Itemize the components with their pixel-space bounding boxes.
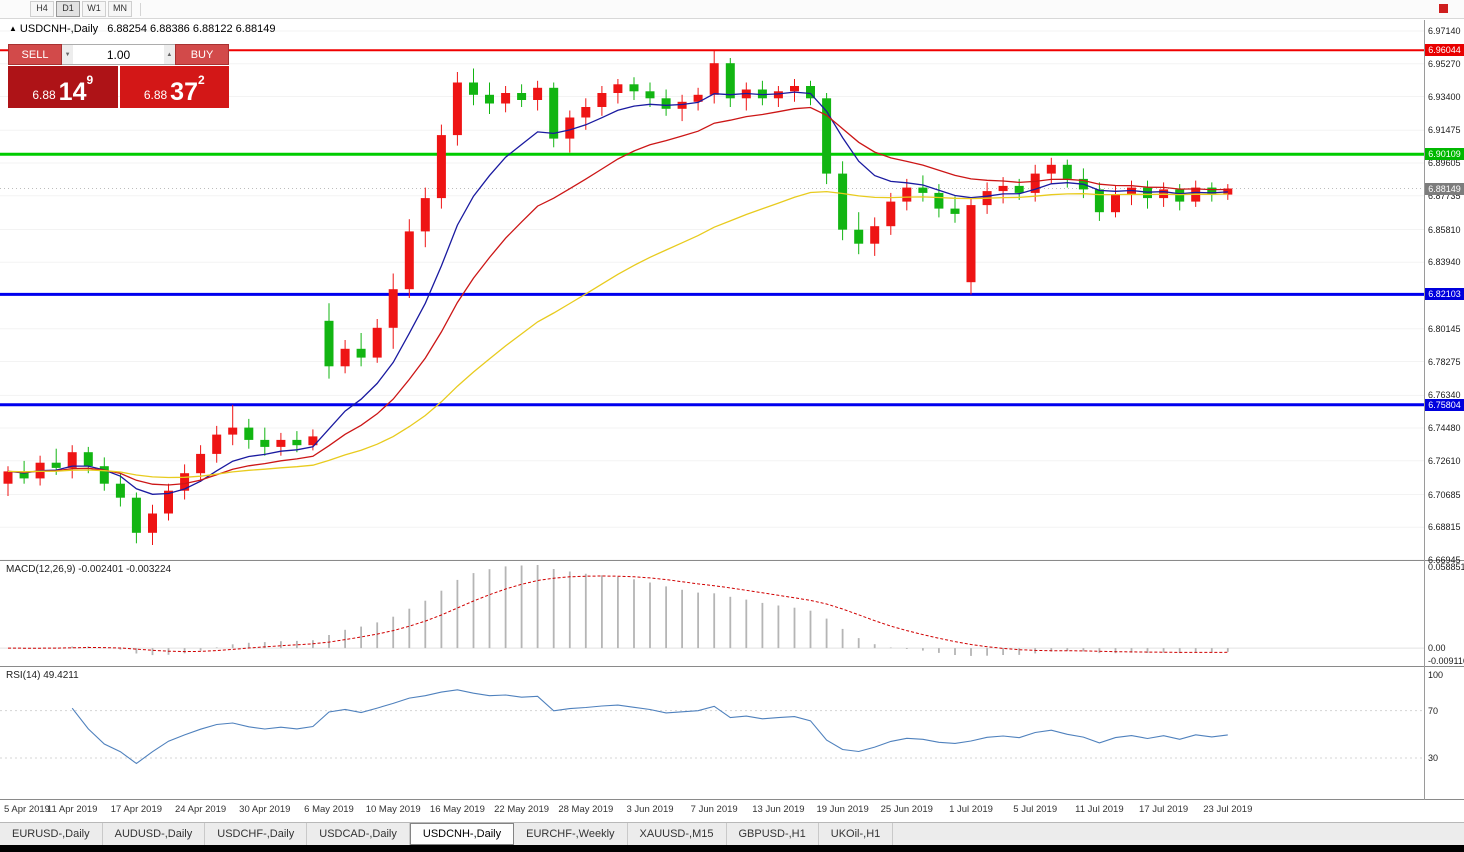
axis-tick: 6.74480 bbox=[1428, 423, 1461, 433]
timeframe-button-d1[interactable]: D1 bbox=[56, 1, 80, 17]
tab-gbpusd-h1[interactable]: GBPUSD-,H1 bbox=[727, 823, 819, 845]
price-axis[interactable]: 6.97140 6.95270 6.93400 6.91475 6.89605 6.877… bbox=[1425, 20, 1464, 565]
bid-price-button[interactable]: 6.88 14 9 bbox=[8, 66, 118, 108]
axis-tick: 6.78275 bbox=[1428, 356, 1461, 367]
tab-usdchf-daily[interactable]: USDCHF-,Daily bbox=[205, 823, 308, 845]
date-label: 1 Jul 2019 bbox=[949, 804, 993, 815]
date-label: 6 May 2019 bbox=[304, 804, 354, 815]
toolbar-divider bbox=[140, 2, 141, 16]
date-axis[interactable]: 5 Apr 2019 11 Apr 2019 17 Apr 2019 24 Apr 2… bbox=[0, 800, 1424, 822]
volume-increase-button[interactable]: ▲ bbox=[163, 45, 175, 64]
ask-price-prefix: 6.88 bbox=[143, 88, 168, 102]
symbol-name: USDCNH-,Daily bbox=[19, 23, 99, 35]
macd-label: MACD(12,26,9) -0.002401 -0.003224 bbox=[6, 564, 172, 575]
timeframe-button-group: H4 D1 W1 MN bbox=[30, 1, 132, 17]
ohlc-values: 6.88254 6.88386 6.88122 6.88149 bbox=[107, 23, 276, 35]
buy-button[interactable]: BUY bbox=[175, 44, 229, 65]
tab-xauusd-m15[interactable]: XAUUSD-,M15 bbox=[628, 823, 727, 845]
axis-tick: 6.68815 bbox=[1428, 522, 1461, 533]
price-line-label: 6.88149 bbox=[1425, 182, 1464, 195]
date-label: 13 Jun 2019 bbox=[752, 804, 805, 815]
axis-tick: 0.00 bbox=[1428, 643, 1446, 654]
date-label: 5 Jul 2019 bbox=[1013, 804, 1058, 815]
axis-tick: 6.89605 bbox=[1428, 158, 1461, 168]
axis-tick: 100 bbox=[1428, 670, 1444, 680]
chart-tabs-bar: EURUSD-,Daily AUDUSD-,Daily USDCHF-,Daily U… bbox=[0, 822, 1464, 845]
panel-separator[interactable] bbox=[0, 666, 1464, 667]
axis-tick: 6.80145 bbox=[1428, 323, 1461, 334]
symbol-up-arrow-icon: ▲ bbox=[9, 24, 17, 33]
rsi-label: RSI(14) 49.4211 bbox=[6, 670, 79, 681]
price-line-label: 6.82103 bbox=[1425, 288, 1464, 301]
date-label: 5 Apr 2019 bbox=[4, 804, 50, 815]
axis-tick: 6.66945 bbox=[1428, 555, 1461, 565]
tab-eurusd-daily[interactable]: EURUSD-,Daily bbox=[0, 823, 103, 845]
date-label: 17 Apr 2019 bbox=[110, 804, 163, 815]
price-axis-border bbox=[1424, 20, 1425, 800]
panel-separator bbox=[0, 799, 1464, 800]
top-toolbar: H4 D1 W1 MN bbox=[0, 0, 1464, 19]
date-label: 11 Apr 2019 bbox=[46, 804, 98, 815]
volume-control: ▼ ▲ bbox=[62, 44, 175, 65]
axis-tick: 70 bbox=[1428, 705, 1439, 716]
ask-price-pips: 37 bbox=[170, 78, 198, 106]
timeframe-button-mn[interactable]: MN bbox=[108, 1, 132, 17]
price-line-label: 6.96044 bbox=[1425, 44, 1464, 57]
date-label: 3 Jun 2019 bbox=[626, 804, 674, 815]
ask-price-button[interactable]: 6.88 37 2 bbox=[119, 66, 229, 108]
date-label: 23 Jul 2019 bbox=[1203, 804, 1253, 815]
date-label: 11 Jul 2019 bbox=[1075, 804, 1124, 815]
bottom-status-bar bbox=[0, 845, 1464, 852]
macd-indicator-chart bbox=[0, 565, 1424, 656]
macd-axis[interactable]: 0.058851 0.00 -0.009116 bbox=[1425, 561, 1464, 666]
volume-decrease-button[interactable]: ▼ bbox=[62, 45, 74, 64]
timeframe-button-h4[interactable]: H4 bbox=[30, 1, 54, 17]
date-label: 30 Apr 2019 bbox=[239, 804, 291, 815]
price-line-label: 6.75804 bbox=[1425, 398, 1464, 411]
date-label: 16 May 2019 bbox=[429, 804, 485, 815]
bid-price-prefix: 6.88 bbox=[32, 88, 56, 102]
sell-button[interactable]: SELL bbox=[8, 44, 62, 65]
axis-tick: 6.72610 bbox=[1428, 455, 1461, 466]
date-label: 10 May 2019 bbox=[365, 804, 421, 815]
red-marker-icon bbox=[1439, 4, 1448, 13]
rsi-indicator-chart bbox=[0, 689, 1424, 765]
volume-input[interactable] bbox=[73, 45, 164, 64]
panel-separator[interactable] bbox=[0, 560, 1464, 561]
axis-tick: 6.97140 bbox=[1428, 26, 1461, 36]
date-label: 19 Jun 2019 bbox=[816, 804, 869, 815]
date-label: 7 Jun 2019 bbox=[690, 804, 738, 815]
axis-tick: 6.95270 bbox=[1428, 58, 1461, 69]
axis-tick: -0.009116 bbox=[1428, 656, 1464, 666]
tab-audusd-daily[interactable]: AUDUSD-,Daily bbox=[103, 823, 206, 845]
date-label: 22 May 2019 bbox=[494, 804, 550, 815]
chart-title: ▲ USDCNH-,Daily 6.88254 6.88386 6.88122 6… bbox=[9, 23, 275, 35]
rsi-axis[interactable]: 100 70 30 bbox=[1425, 667, 1464, 799]
axis-tick: 6.91475 bbox=[1428, 125, 1461, 136]
axis-tick: 30 bbox=[1428, 753, 1439, 763]
axis-tick: 6.83940 bbox=[1428, 257, 1461, 268]
axis-tick: 6.87735 bbox=[1428, 190, 1461, 201]
bid-price-fraction: 9 bbox=[86, 73, 94, 87]
timeframe-button-w1[interactable]: W1 bbox=[82, 1, 106, 17]
tab-eurchf-weekly[interactable]: EURCHF-,Weekly bbox=[514, 823, 628, 845]
axis-tick: 6.93400 bbox=[1428, 91, 1461, 102]
date-label: 25 Jun 2019 bbox=[880, 804, 933, 815]
tab-ukoil-h1[interactable]: UKOil-,H1 bbox=[819, 823, 894, 845]
axis-tick: 6.70685 bbox=[1428, 489, 1461, 500]
date-label: 28 May 2019 bbox=[558, 804, 614, 815]
ask-price-fraction: 2 bbox=[197, 73, 205, 87]
tab-usdcnh-daily[interactable]: USDCNH-,Daily bbox=[409, 823, 515, 845]
tab-usdcad-daily[interactable]: USDCAD-,Daily bbox=[307, 823, 410, 845]
bid-price-pips: 14 bbox=[58, 78, 87, 106]
date-label: 24 Apr 2019 bbox=[174, 804, 227, 815]
price-line-label: 6.90109 bbox=[1425, 148, 1464, 161]
axis-tick: 6.85810 bbox=[1428, 224, 1461, 235]
axis-tick: 6.76340 bbox=[1428, 390, 1461, 401]
axis-tick: 0.058851 bbox=[1428, 562, 1464, 572]
date-label: 17 Jul 2019 bbox=[1139, 804, 1189, 815]
candlestick-chart[interactable] bbox=[0, 20, 1424, 560]
